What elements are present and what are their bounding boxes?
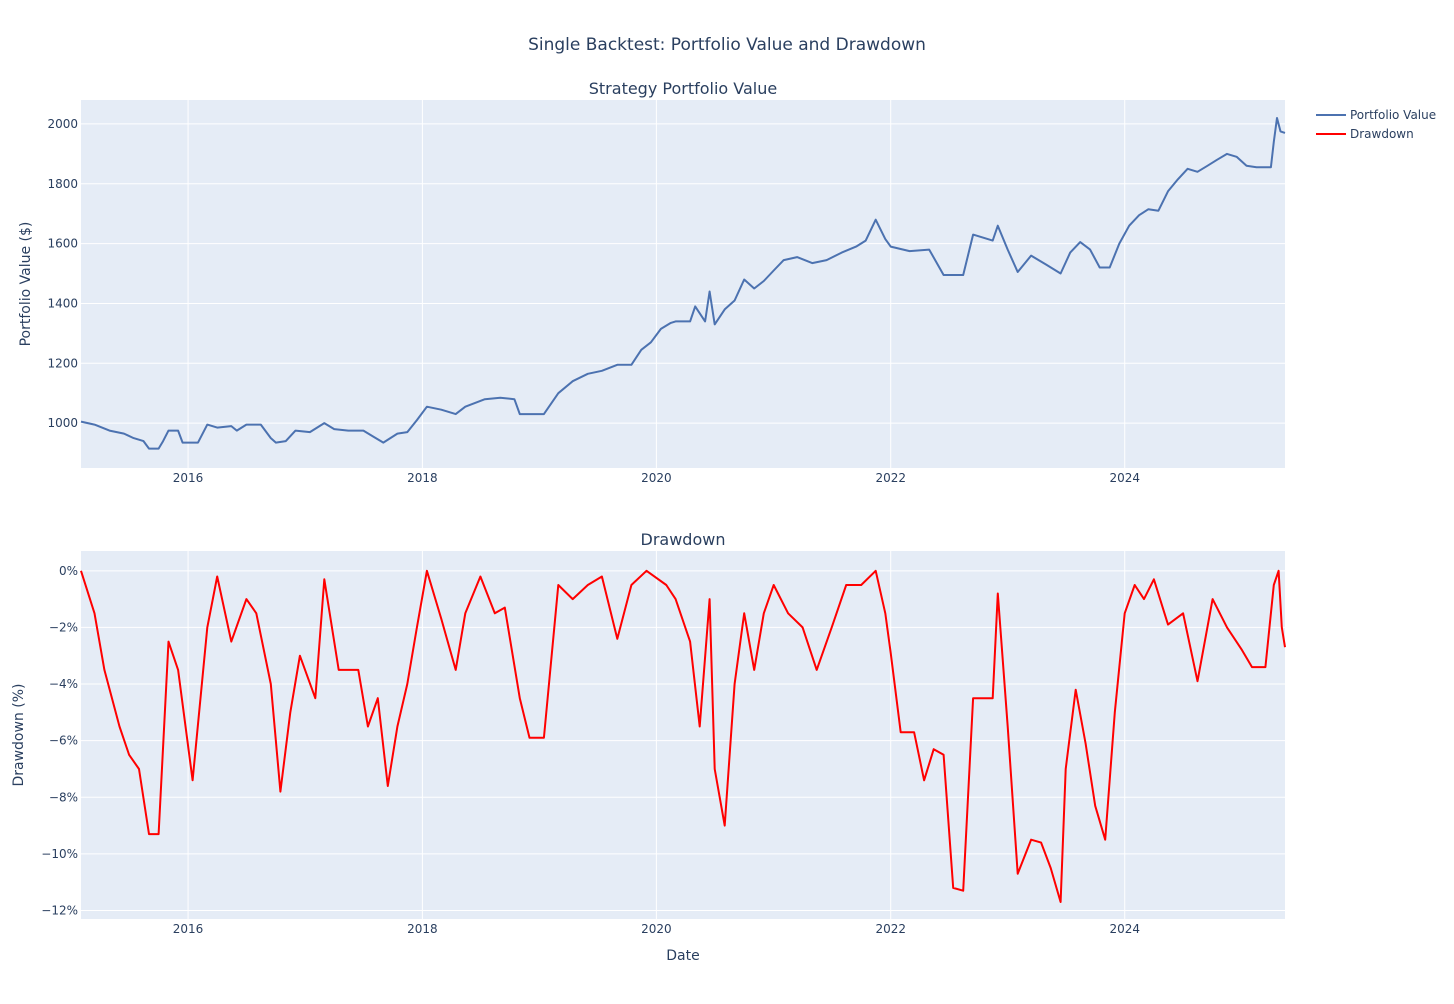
x-tick-label: 2020 [641,471,672,485]
drawdown-panel: 0% −2% −4% −6% −8% −10% −12% 2016 2018 2020 2022 20… [41,551,1286,936]
series-line-portfolio-value [80,117,1286,450]
x-axis-title: Date [666,948,699,964]
y-tick-label: 1800 [47,177,78,191]
x-tick-label: 2022 [875,922,906,936]
x-tick-label: 2024 [1109,471,1140,485]
legend-label-drawdown: Drawdown [1350,127,1414,141]
legend: Portfolio Value Drawdown [1316,108,1436,141]
subplot-title-portfolio: Strategy Portfolio Value [589,79,777,98]
x-tick-label: 2018 [407,471,438,485]
series-line-drawdown [80,569,1286,903]
x-tick-label: 2016 [173,922,204,936]
y-tick-label: −10% [41,847,78,861]
portfolio-value-panel: 1000 1200 1400 1600 1800 2000 2016 2018 2020 2022… [47,100,1286,485]
y-axis-title-portfolio: Portfolio Value ($) [18,222,34,347]
y-tick-label: 1600 [47,237,78,251]
plot-area [81,551,1285,919]
legend-item-drawdown[interactable]: Drawdown [1316,127,1414,141]
subplot-title-drawdown: Drawdown [641,530,726,549]
x-tick-label: 2022 [875,471,906,485]
y-tick-label: −12% [41,904,78,918]
x-tick-label: 2020 [641,922,672,936]
legend-item-portfolio-value[interactable]: Portfolio Value [1316,108,1436,122]
y-tick-label: −2% [49,620,78,634]
y-tick-label: 1000 [47,416,78,430]
y-tick-label: −4% [49,677,78,691]
legend-label-portfolio-value: Portfolio Value [1350,108,1436,122]
y-tick-label: 1200 [47,356,78,370]
y-tick-label: 0% [59,564,78,578]
figure-title: Single Backtest: Portfolio Value and Dra… [528,35,926,55]
y-tick-label: 2000 [47,117,78,131]
y-tick-label: −6% [49,734,78,748]
plot-area [81,100,1285,468]
y-axis-title-drawdown: Drawdown (%) [11,683,27,786]
y-tick-label: 1400 [47,296,78,310]
x-tick-label: 2024 [1109,922,1140,936]
y-tick-label: −8% [49,790,78,804]
x-tick-label: 2018 [407,922,438,936]
x-tick-label: 2016 [173,471,204,485]
